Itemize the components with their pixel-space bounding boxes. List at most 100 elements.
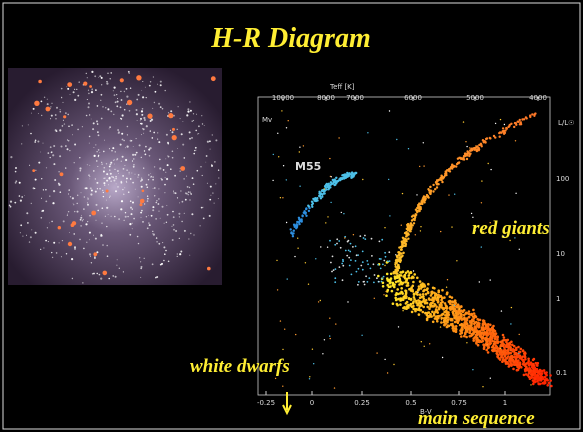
star [97, 210, 99, 212]
star [193, 234, 194, 235]
star [146, 125, 148, 127]
star [193, 183, 195, 185]
star [72, 197, 74, 199]
star [20, 224, 22, 226]
star [170, 168, 172, 170]
hr-point [318, 301, 319, 302]
hr-point [335, 323, 336, 324]
star [184, 230, 186, 232]
hr-point [432, 305, 435, 308]
hr-point [400, 274, 403, 277]
star [103, 151, 105, 153]
star [101, 118, 103, 120]
star [193, 113, 194, 114]
hr-point [500, 119, 501, 120]
star [126, 178, 128, 180]
hr-point [440, 231, 441, 232]
hr-point [349, 251, 351, 253]
hr-point [379, 241, 381, 243]
star [15, 180, 17, 182]
star [63, 102, 64, 103]
hr-point [504, 124, 505, 125]
star [64, 123, 65, 124]
hr-point [455, 311, 458, 314]
star [148, 174, 149, 175]
hr-point [395, 254, 396, 255]
hr-point [388, 279, 391, 282]
hr-point [424, 346, 425, 347]
star [146, 97, 147, 98]
star [121, 200, 123, 202]
hr-point [332, 256, 334, 258]
star [19, 182, 21, 184]
top-axis-label: Teff [K] [329, 83, 355, 91]
hr-point [364, 235, 366, 237]
star [56, 107, 58, 109]
star [115, 276, 117, 278]
hr-point [383, 276, 385, 278]
star [189, 255, 190, 256]
hr-point [396, 139, 397, 140]
hr-point [474, 325, 477, 328]
hr-point [465, 312, 468, 315]
hr-point [284, 329, 285, 330]
star [100, 100, 101, 101]
hr-point [402, 310, 403, 311]
star [96, 120, 98, 122]
hr-point [489, 324, 492, 327]
hr-point [272, 180, 273, 181]
star [172, 157, 174, 159]
star [142, 96, 144, 98]
hr-point [449, 170, 451, 172]
star [206, 155, 208, 157]
star [99, 152, 100, 153]
hr-point [367, 281, 369, 283]
star [41, 198, 42, 199]
hr-point [277, 133, 278, 134]
star [143, 133, 144, 134]
hr-point [481, 246, 482, 247]
star [96, 182, 98, 184]
star [156, 241, 158, 243]
hr-point [487, 344, 488, 345]
red-star [172, 135, 177, 140]
hr-point [416, 210, 418, 212]
hr-point [546, 384, 549, 387]
star [83, 208, 84, 209]
hr-point [469, 153, 471, 155]
star [111, 162, 112, 163]
hr-point [361, 335, 362, 336]
star [92, 273, 94, 275]
star [109, 170, 110, 171]
hr-point [520, 357, 523, 360]
star [35, 170, 36, 171]
star [37, 141, 39, 143]
hr-point [440, 317, 443, 320]
star [49, 223, 50, 224]
star [150, 147, 152, 149]
star [138, 243, 139, 244]
hr-point [331, 271, 333, 273]
star [175, 192, 177, 194]
star [177, 253, 178, 254]
hr-point [385, 294, 388, 297]
hr-point [396, 256, 398, 258]
hr-point [452, 325, 455, 328]
star [121, 161, 122, 162]
hr-point [527, 361, 530, 364]
hr-point [512, 348, 515, 351]
star [120, 144, 122, 146]
right-tick-label: 100 [556, 175, 569, 183]
star [68, 140, 69, 141]
hr-point [419, 203, 421, 205]
hr-point [280, 197, 281, 198]
hr-point [413, 293, 416, 296]
hr-point [467, 325, 470, 328]
star [207, 183, 208, 184]
star [49, 196, 50, 197]
hr-point [461, 323, 464, 326]
hr-point [399, 303, 402, 306]
star [44, 97, 45, 98]
star [117, 259, 118, 260]
star [74, 246, 76, 248]
